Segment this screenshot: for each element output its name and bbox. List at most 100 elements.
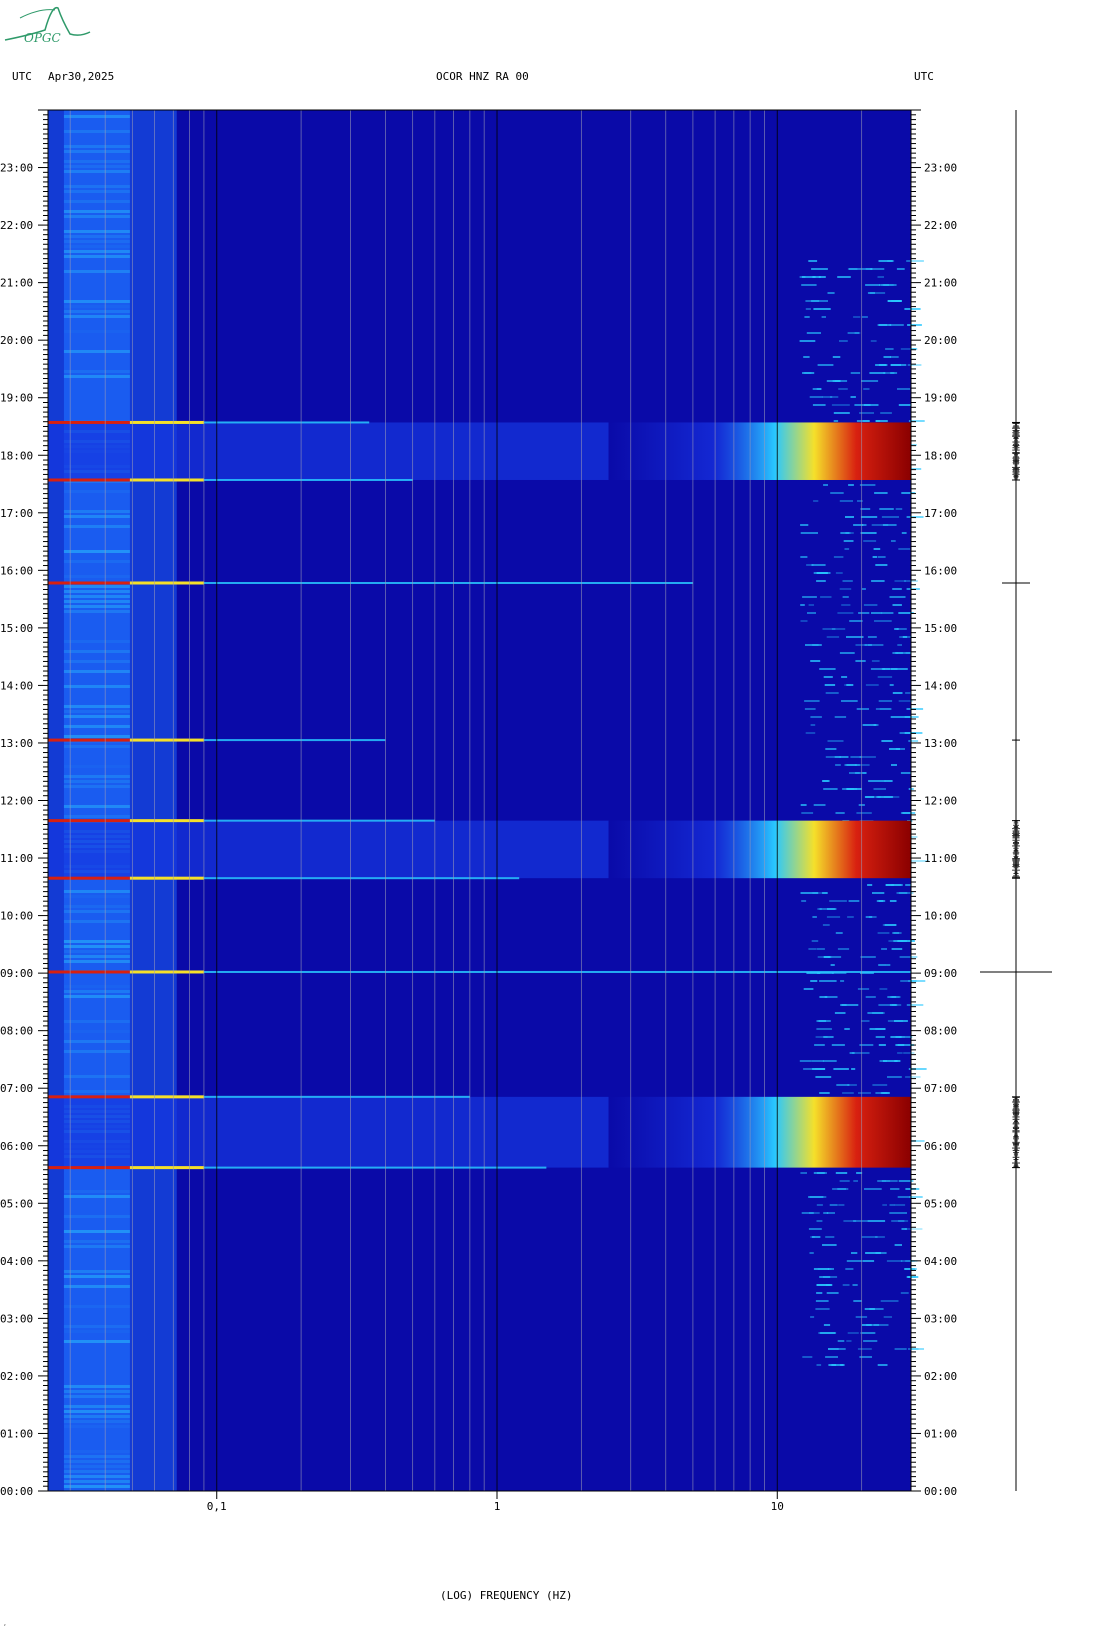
hf-speckle	[872, 892, 885, 894]
hf-speckle	[812, 276, 821, 278]
low-freq-stripe	[63, 480, 130, 483]
low-freq-stripe	[63, 805, 130, 808]
hf-speckle	[821, 316, 826, 318]
hf-speckle	[825, 756, 841, 758]
hf-speckle	[813, 500, 819, 502]
hf-speckle	[825, 748, 837, 750]
hf-speckle	[862, 1260, 875, 1262]
y-tick-label-left: 01:00	[0, 1427, 33, 1440]
hf-speckle	[848, 484, 854, 486]
hf-speckle	[848, 900, 860, 902]
low-freq-stripe	[63, 640, 130, 643]
hf-speckle	[822, 892, 828, 894]
hf-speckle	[800, 1172, 807, 1174]
hf-speckle	[892, 652, 898, 654]
hf-speckle	[834, 1012, 846, 1014]
low-freq-stripe	[63, 550, 130, 553]
hf-speckle	[895, 1036, 913, 1038]
hf-speckle	[802, 372, 815, 374]
hf-speckle	[908, 1140, 925, 1142]
hf-speckle	[816, 1220, 823, 1222]
y-tick-label-right: 18:00	[924, 449, 957, 462]
hf-speckle	[817, 972, 834, 974]
hf-speckle	[825, 1356, 838, 1358]
hf-speckle	[897, 388, 910, 390]
spectral-line-core	[48, 478, 130, 482]
hf-speckle	[849, 620, 863, 622]
hf-speckle	[856, 708, 869, 710]
hf-speckle	[894, 1348, 907, 1350]
low-freq-band-inner	[63, 110, 130, 1491]
low-freq-stripe	[63, 510, 130, 513]
x-axis-label: (LOG) FREQUENCY (HZ)	[440, 1589, 573, 1602]
hf-speckle	[812, 1068, 826, 1070]
low-freq-stripe	[63, 990, 130, 993]
hf-speckle	[853, 316, 861, 318]
hf-speckle	[859, 1356, 872, 1358]
hf-speckle	[807, 612, 816, 614]
spectral-line-mid	[129, 420, 204, 424]
hf-speckle	[878, 1044, 886, 1046]
hf-speckle	[904, 716, 919, 718]
hf-speckle	[867, 644, 884, 646]
hf-speckle	[879, 508, 894, 510]
hf-speckle	[867, 292, 875, 294]
y-tick-label-right: 04:00	[924, 1255, 957, 1268]
spectral-line-mid	[129, 876, 204, 880]
low-freq-stripe	[63, 525, 130, 528]
hf-speckle	[898, 612, 914, 614]
hf-speckle	[810, 716, 822, 718]
hf-speckle	[831, 1364, 837, 1366]
hf-speckle	[892, 692, 903, 694]
low-freq-stripe	[63, 1190, 130, 1193]
low-freq-stripe	[63, 1325, 130, 1328]
hf-speckle	[846, 636, 864, 638]
hf-speckle	[800, 532, 818, 534]
low-freq-stripe	[63, 560, 130, 563]
hf-speckle	[811, 940, 819, 942]
spectral-line-tail	[203, 819, 435, 822]
low-freq-stripe	[63, 600, 130, 603]
hf-speckle	[827, 956, 842, 958]
hf-speckle	[906, 588, 920, 590]
hf-speckle	[878, 324, 892, 326]
hf-speckle	[842, 1284, 850, 1286]
event-band	[608, 422, 911, 480]
y-tick-label-left: 17:00	[0, 507, 33, 520]
hf-speckle	[870, 340, 877, 342]
y-tick-label-right: 13:00	[924, 737, 957, 750]
low-freq-stripe	[63, 765, 130, 768]
spectral-line-mid	[129, 478, 204, 482]
hf-speckle	[867, 1012, 884, 1014]
hf-speckle	[906, 1004, 924, 1006]
hf-speckle	[900, 1292, 909, 1294]
hf-speckle	[810, 1316, 815, 1318]
hf-speckle	[884, 780, 893, 782]
hf-speckle	[837, 276, 851, 278]
spectral-line-core	[48, 970, 130, 974]
hf-speckle	[841, 1004, 859, 1006]
low-freq-stripe	[63, 910, 130, 913]
hf-speckle	[839, 652, 855, 654]
hf-speckle	[889, 324, 904, 326]
hf-speckle	[907, 1276, 919, 1278]
hf-speckle	[819, 668, 836, 670]
hf-speckle	[803, 1068, 816, 1070]
hf-speckle	[910, 348, 918, 350]
hf-speckle	[889, 1204, 895, 1206]
hf-speckle	[871, 660, 880, 662]
low-freq-stripe	[63, 815, 130, 818]
hf-speckle	[841, 676, 848, 678]
hf-speckle	[863, 604, 878, 606]
hf-speckle	[833, 412, 850, 414]
frequency-axis: 0,1 1 10	[207, 1491, 784, 1513]
hf-speckle	[852, 1052, 870, 1054]
low-freq-stripe	[63, 215, 130, 218]
hf-speckle	[808, 1196, 824, 1198]
hf-speckle	[887, 1076, 902, 1078]
hf-speckle	[875, 420, 888, 422]
hf-speckle	[837, 948, 850, 950]
hf-speckle	[872, 1012, 885, 1014]
low-freq-stripe	[63, 735, 130, 738]
hf-speckle	[886, 1260, 903, 1262]
